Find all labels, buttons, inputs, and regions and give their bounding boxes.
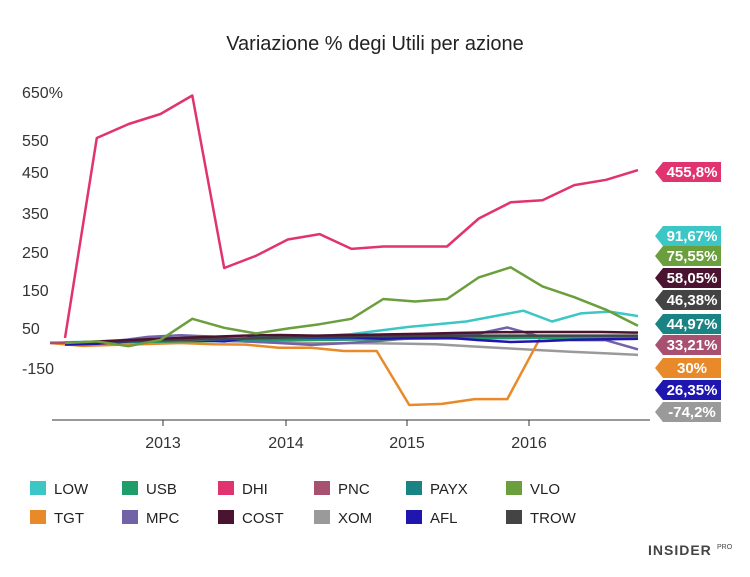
end-label-text: 91,67% xyxy=(667,228,718,245)
x-tick-label: 2016 xyxy=(511,435,547,452)
legend-swatch xyxy=(406,510,422,524)
end-label-text: 75,55% xyxy=(667,248,718,265)
legend-item-low: LOW xyxy=(30,481,89,498)
legend-swatch xyxy=(122,481,138,495)
end-label-tag xyxy=(655,226,721,246)
y-tick-label: 650% xyxy=(22,85,63,102)
legend-swatch xyxy=(506,481,522,495)
legend-swatch xyxy=(218,481,234,495)
end-label-tag xyxy=(655,314,721,334)
legend-item-cost: COST xyxy=(218,510,284,527)
end-label-text: 26,35% xyxy=(667,382,718,399)
legend-label: MPC xyxy=(146,510,180,527)
series-line-dhi xyxy=(63,94,639,339)
end-label-text: 30% xyxy=(677,360,707,377)
x-tick-label: 2014 xyxy=(268,435,304,452)
legend-label: DHI xyxy=(242,481,268,498)
legend-item-usb: USB xyxy=(122,481,177,498)
legend-label: USB xyxy=(146,481,177,498)
end-label-dhi: 455,8% xyxy=(655,162,721,182)
legend-swatch xyxy=(406,481,422,495)
legend-item-mpc: MPC xyxy=(122,510,180,527)
y-tick-label: 250 xyxy=(22,245,49,262)
legend-item-payx: PAYX xyxy=(406,481,468,498)
end-label-low: 91,67% xyxy=(655,226,721,246)
x-tick-label: 2013 xyxy=(145,435,181,452)
legend-label: VLO xyxy=(530,481,560,498)
legend-swatch xyxy=(314,481,330,495)
y-axis: 650% 550 450 350 250 150 50 -150 xyxy=(22,85,63,378)
end-label-afl: 26,35% xyxy=(655,380,721,400)
end-label-pnc: 33,21% xyxy=(655,335,721,355)
end-label-tag xyxy=(655,358,721,378)
legend-label: COST xyxy=(242,510,284,527)
chart-title: Variazione % degi Utili per azione xyxy=(226,33,524,55)
legend: LOW USB DHI PNC PAYX VLO TGT MPC COST XOM AFL TROW xyxy=(30,481,577,527)
legend-label: LOW xyxy=(54,481,89,498)
legend-label: TROW xyxy=(530,510,577,527)
end-label-text: -74,2% xyxy=(668,404,716,421)
x-tick-label: 2015 xyxy=(389,435,425,452)
legend-swatch xyxy=(30,510,46,524)
end-label-text: 58,05% xyxy=(667,270,718,287)
legend-label: XOM xyxy=(338,510,372,527)
end-label-text: 46,38% xyxy=(667,292,718,309)
y-tick-label: 50 xyxy=(22,321,40,338)
end-label-tgt: 30% xyxy=(655,358,721,378)
end-label-tag xyxy=(655,380,721,400)
legend-label: TGT xyxy=(54,510,84,527)
end-label-tag xyxy=(655,335,721,355)
end-label-tag xyxy=(655,268,721,288)
end-label-tag xyxy=(655,290,721,310)
y-tick-label: 450 xyxy=(22,165,49,182)
y-tick-label: -150 xyxy=(22,361,54,378)
legend-swatch xyxy=(122,510,138,524)
legend-label: PAYX xyxy=(430,481,468,498)
end-label-vlo: 75,55% xyxy=(655,246,721,266)
legend-item-tgt: TGT xyxy=(30,510,84,527)
x-axis: 2013 2014 2015 2016 xyxy=(52,419,650,452)
legend-item-dhi: DHI xyxy=(218,481,268,498)
end-label-text: 44,97% xyxy=(667,316,718,333)
legend-item-afl: AFL xyxy=(406,510,458,527)
series-lines xyxy=(49,94,639,407)
end-label-text: 455,8% xyxy=(667,164,718,181)
y-tick-label: 150 xyxy=(22,283,49,300)
legend-label: AFL xyxy=(430,510,458,527)
series-line-tgt xyxy=(49,336,638,407)
y-tick-label: 350 xyxy=(22,206,49,223)
legend-swatch xyxy=(30,481,46,495)
end-label-text: 33,21% xyxy=(667,337,718,354)
legend-item-xom: XOM xyxy=(314,510,372,527)
legend-swatch xyxy=(218,510,234,524)
end-label-payx: 44,97% xyxy=(655,314,721,334)
end-labels: 91,67% 455,8% 33,21% 44,97% 75,55% 30% 58,05% -… xyxy=(655,162,721,422)
end-label-xom: -74,2% xyxy=(655,402,721,422)
end-label-tag xyxy=(655,162,721,182)
insider-pro-logo: INSIDER PRO xyxy=(648,542,733,558)
end-label-trow: 46,38% xyxy=(655,290,721,310)
legend-swatch xyxy=(506,510,522,524)
end-label-tag xyxy=(655,402,721,422)
series-line-vlo xyxy=(64,266,639,348)
legend-item-pnc: PNC xyxy=(314,481,370,498)
legend-swatch xyxy=(314,510,330,524)
end-label-cost: 58,05% xyxy=(655,268,721,288)
legend-label: PNC xyxy=(338,481,370,498)
end-label-tag xyxy=(655,246,721,266)
logo-superscript: PRO xyxy=(717,544,733,551)
y-tick-label: 550 xyxy=(22,133,49,150)
legend-item-vlo: VLO xyxy=(506,481,560,498)
logo-text: INSIDER xyxy=(648,542,712,558)
legend-item-trow: TROW xyxy=(506,510,577,527)
